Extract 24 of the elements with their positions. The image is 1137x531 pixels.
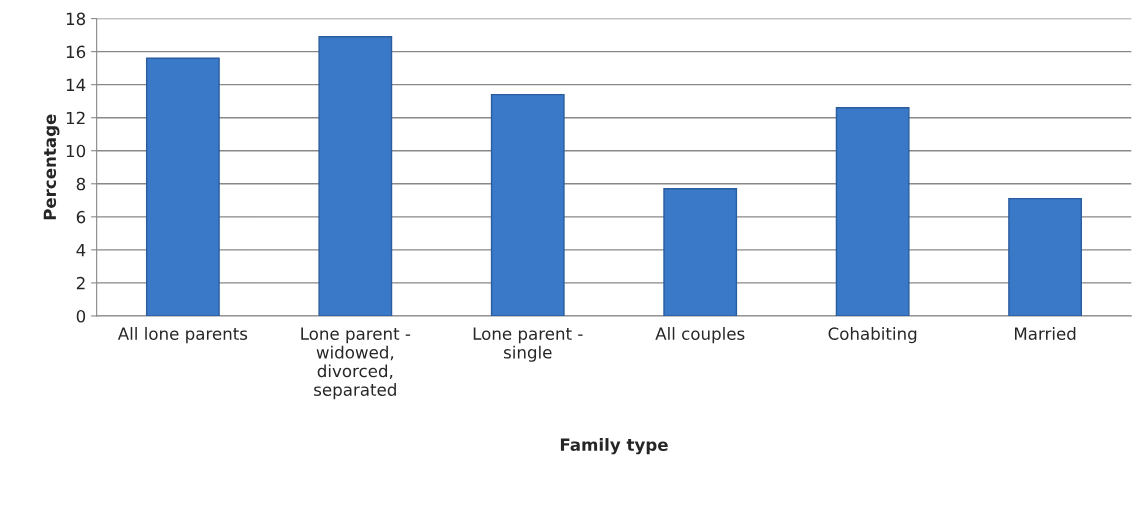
x-tick-label: All lone parents <box>117 327 248 344</box>
y-tick-label: 18 <box>66 12 86 26</box>
y-tick-label: 14 <box>66 78 86 91</box>
y-axis-title: Percentage <box>43 114 60 220</box>
x-tick-label: Lone parent - widowed, divorced, separated <box>301 327 411 400</box>
y-tick-label: 12 <box>66 111 85 125</box>
y-tick-label: 0 <box>76 309 86 323</box>
y-tick-label: 8 <box>76 177 86 191</box>
bar <box>1008 197 1083 316</box>
x-tick-label: Cohabiting <box>828 327 917 344</box>
x-tick-label: Lone parent - single <box>473 327 583 362</box>
bar <box>145 57 220 316</box>
y-tick-label: 2 <box>76 276 85 290</box>
y-tick-label: 10 <box>66 144 86 158</box>
y-tick-label: 6 <box>76 210 86 224</box>
y-tick-label: 16 <box>66 45 86 59</box>
bar <box>318 36 393 316</box>
x-tick-label: All couples <box>655 327 745 344</box>
bar <box>490 93 565 316</box>
x-axis-title: Family type <box>560 438 668 455</box>
bar <box>663 188 738 316</box>
bar <box>835 107 910 316</box>
x-tick-label: Married <box>1014 327 1076 340</box>
y-tick-label: 4 <box>76 244 86 257</box>
